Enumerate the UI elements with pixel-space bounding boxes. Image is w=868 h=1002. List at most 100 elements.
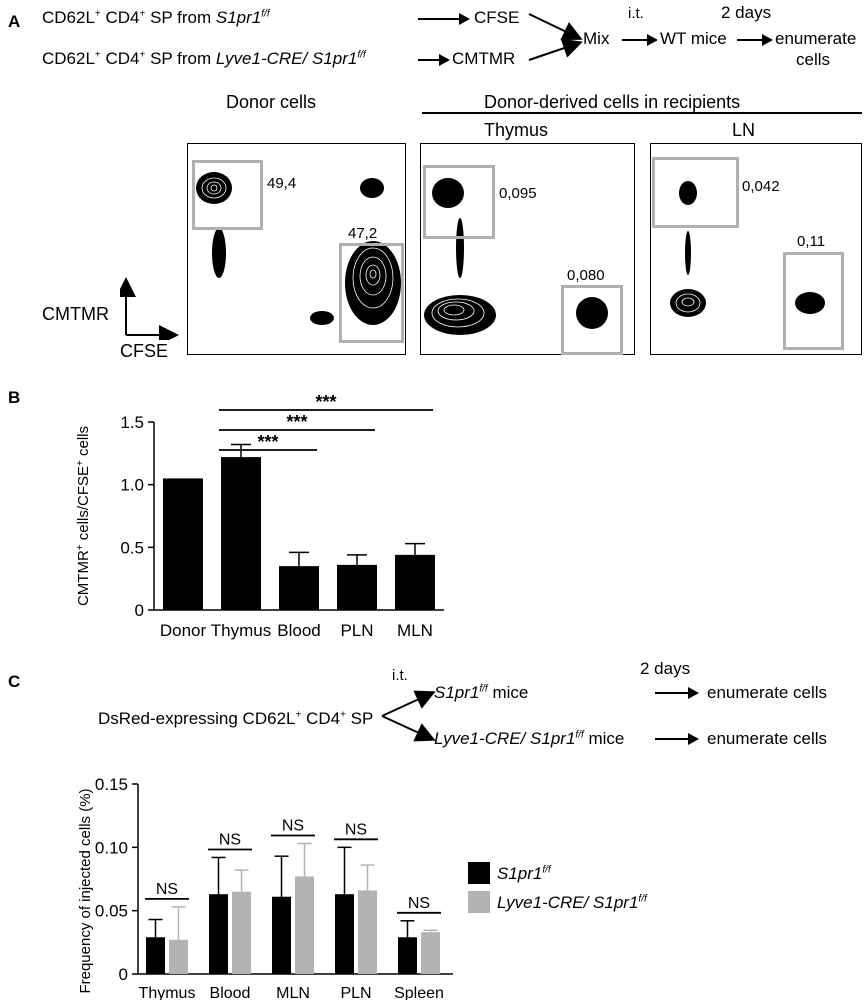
gate-thymus-cfse-value: 0,080 [567, 267, 605, 284]
chart-c-y-tick-label: 0 [119, 965, 128, 984]
gate-ln-cmtmr [652, 157, 739, 228]
chart-c-category-label: Spleen [394, 985, 444, 1000]
chart-c-ns-label: NS [408, 895, 430, 912]
chart-b-y-tick-label: 0.5 [120, 538, 144, 557]
panel-c-letter: C [8, 672, 21, 691]
flowc-diverging-arrows [381, 690, 436, 742]
chart-c: 0 0.05 0.10 0.15 NS Thymus NS Blood NS MLN NS PLN NS… [77, 775, 453, 1000]
chart-c-category-label: Thymus [139, 985, 196, 1000]
gate-donor-cfse [339, 243, 404, 343]
chart-c-bar [398, 937, 417, 974]
flow-mix: Mix [583, 29, 610, 48]
recipients-rule [422, 112, 862, 114]
chart-c-y-tick-label: 0.15 [95, 775, 128, 794]
chart-c-ns-label: NS [345, 821, 367, 838]
chart-b-category-label: MLN [397, 621, 433, 640]
chart-c-y-label: Frequency of injected cells (%) [77, 788, 94, 993]
gate-thymus-cmtmr-value: 0,095 [499, 185, 537, 202]
header-recipients: Donor-derived cells in recipients [484, 92, 741, 112]
chart-c-bar [295, 876, 314, 974]
donor-cfse-population [345, 241, 401, 325]
chart-b-bar [395, 554, 435, 610]
chart-c-ns-label: NS [219, 831, 241, 848]
chart-c-bar [169, 939, 188, 974]
flow-result-line1: enumerate [775, 29, 857, 48]
flow-axis-arrows [120, 277, 179, 340]
thymus-contours [431, 298, 485, 328]
flow-duration: 2 days [721, 3, 772, 22]
gate-ln-cfse-value: 0,11 [797, 233, 826, 250]
arrow-to-enumerate [737, 34, 773, 46]
chart-c-ns-label: NS [282, 818, 304, 835]
chart-b: 0 0.5 1.0 1.5 Donor Thymus Blood PLN MLN CMTMR+ c… [75, 392, 444, 640]
chart-c-bar [272, 896, 291, 974]
flowc-result2: enumerate cells [707, 729, 828, 748]
flow-cmtmr-dye: CMTMR [452, 49, 516, 68]
chart-c-bar [421, 932, 440, 974]
chart-b-significance: *** [286, 412, 307, 432]
arrow-to-cfse [418, 13, 470, 25]
flow-route: i.t. [628, 5, 644, 22]
chart-c-bar [232, 891, 251, 974]
chart-b-category-label: PLN [340, 621, 373, 640]
flow-plot-thymus [420, 143, 635, 355]
flowc-source: DsRed-expressing CD62L+ CD4+ SP [98, 709, 374, 728]
chart-c-category-label: Blood [210, 985, 251, 1000]
legend-label-s1pr1: S1pr1f/f [497, 864, 551, 883]
chart-b-bar [337, 564, 377, 610]
chart-b-significance: *** [257, 432, 278, 452]
header-ln: LN [732, 120, 756, 140]
converging-arrows [528, 13, 583, 61]
gate-donor-cmtmr [192, 160, 263, 230]
legend-swatch-lyve1 [468, 891, 490, 913]
chart-b-bar [279, 566, 319, 610]
gate-donor-cmtmr-value: 49,4 [267, 175, 297, 192]
chart-b-significance: *** [315, 392, 336, 412]
flow-row2-label: CD62L+ CD4+ SP from Lyve1-CRE/ S1pr1f/f [42, 49, 366, 68]
ln-populations [670, 181, 825, 317]
flow-result-line2: cells [796, 50, 831, 69]
chart-c-y-tick-label: 0.05 [95, 902, 128, 921]
flowc-duration: 2 days [640, 659, 691, 678]
donor-cmtmr-contours [201, 177, 227, 199]
legend-label-lyve1: Lyve1-CRE/ S1pr1f/f [497, 893, 647, 912]
flowc-result1: enumerate cells [707, 683, 828, 702]
gate-ln-cfse [783, 252, 844, 350]
gate-donor-cfse-value: 47,2 [348, 225, 378, 242]
gate-thymus-cfse [561, 285, 623, 355]
flowc-arrow-1 [655, 687, 699, 699]
chart-b-category-label: Thymus [211, 621, 271, 640]
chart-b-bar [221, 457, 261, 610]
flow-row1-label: CD62L+ CD4+ SP from S1pr1f/f [42, 8, 270, 27]
axis-label-cmtmr: CMTMR [42, 304, 109, 324]
donor-cfse-contours [352, 247, 394, 309]
flow-plot-ln [650, 143, 862, 355]
flowc-recipient2: Lyve1-CRE/ S1pr1f/f mice [434, 729, 625, 748]
flow-wt-mice: WT mice [660, 29, 727, 48]
chart-b-y-tick-label: 1.0 [120, 476, 144, 495]
ln-contours [675, 293, 701, 313]
header-thymus: Thymus [484, 120, 549, 140]
chart-c-bar [358, 890, 377, 974]
legend-swatch-s1pr1 [468, 862, 490, 884]
chart-c-y-tick-label: 0.10 [95, 838, 128, 857]
chart-b-category-label: Donor [160, 621, 207, 640]
arrow-to-cmtmr [418, 54, 450, 66]
arrow-to-wt [622, 34, 658, 46]
chart-c-bar [335, 894, 354, 974]
chart-c-ns-label: NS [156, 881, 178, 898]
flowc-route: i.t. [392, 667, 408, 684]
chart-c-category-label: MLN [276, 985, 310, 1000]
chart-b-y-tick-label: 0 [135, 601, 144, 620]
flow-cfse-dye: CFSE [474, 8, 520, 27]
flow-plot-donor [187, 143, 406, 355]
chart-b-category-label: Blood [277, 621, 320, 640]
gate-ln-cmtmr-value: 0,042 [742, 178, 780, 195]
panel-a-letter: A [8, 12, 21, 31]
gate-thymus-cmtmr [423, 165, 495, 239]
chart-b-y-tick-label: 1.5 [120, 413, 144, 432]
chart-c-bar [209, 894, 228, 974]
panel-b-letter: B [8, 388, 21, 407]
axis-label-cfse: CFSE [120, 341, 169, 361]
donor-cmtmr-population [196, 172, 384, 325]
